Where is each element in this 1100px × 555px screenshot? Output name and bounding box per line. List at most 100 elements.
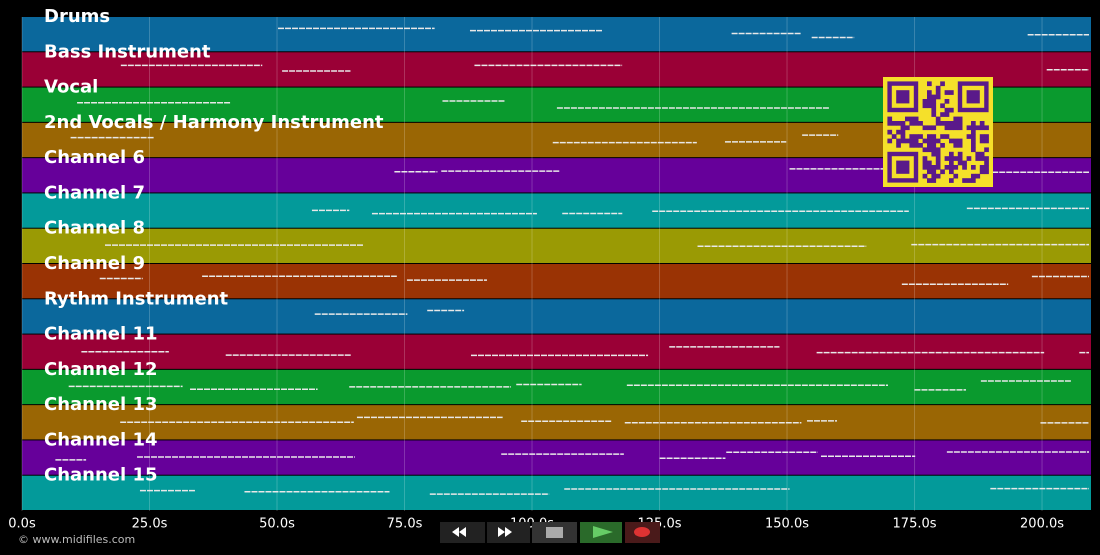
qr-module [913,138,919,144]
x-tick-label: 25.0s [132,517,168,532]
qr-module [940,81,945,87]
qr-module [905,125,910,131]
qr-module [949,151,954,157]
qr-module [957,151,963,157]
qr-module [944,99,950,104]
qr-module [922,165,928,170]
track-label: 2nd Vocals / Harmony Instrument [44,112,384,133]
qr-module [979,165,985,170]
qr-module [944,107,950,113]
qr-module [891,121,897,126]
qr-module [927,138,932,144]
qr-module [953,165,959,170]
qr-finder [966,90,980,104]
forward-icon [498,527,512,537]
qr-module [984,165,989,170]
qr-module [966,134,972,139]
qr-module [900,138,906,144]
qr-module [909,116,915,122]
qr-module [909,134,915,139]
track-row [22,299,1091,334]
qr-module [979,125,985,131]
qr-module [931,94,937,100]
qr-module [935,94,941,100]
qr-module [957,125,963,131]
qr-module [957,138,963,144]
qr-code [883,77,993,187]
qr-module [971,134,976,139]
qr-module [909,121,915,126]
qr-module [931,99,937,104]
qr-module [940,134,945,139]
qr-module [971,125,976,131]
qr-module [940,103,945,109]
qr-module [979,134,985,139]
qr-module [957,156,963,161]
qr-module [940,143,945,148]
qr-module [949,160,954,166]
qr-module [949,121,954,126]
play-icon [593,526,613,538]
qr-module [979,121,985,126]
track-label: Vocal [44,77,98,98]
qr-module [922,160,928,166]
qr-module [909,138,915,144]
qr-module [953,156,959,161]
qr-module [935,147,941,153]
qr-module [913,121,919,126]
qr-module [984,147,989,153]
qr-module [949,138,954,144]
qr-module [905,116,910,122]
qr-module [971,129,976,135]
qr-module [918,134,923,139]
qr-module [975,125,981,131]
qr-module [931,125,937,131]
qr-module [979,151,985,157]
qr-module [896,129,901,135]
qr-module [887,121,893,126]
x-tick-label: 75.0s [387,517,423,532]
qr-module [931,103,937,109]
qr-module [922,147,928,153]
qr-module [944,134,950,139]
qr-module [927,160,932,166]
qr-module [931,173,937,179]
qr-module [931,169,937,175]
qr-module [922,103,928,109]
qr-module [896,138,901,144]
qr-module [949,125,954,131]
qr-module [935,160,941,166]
qr-module [927,143,932,148]
qr-module [913,116,919,122]
qr-module [971,165,976,170]
qr-module [971,143,976,148]
qr-module [953,138,959,144]
qr-module [979,156,985,161]
x-tick-label: 175.0s [893,517,937,532]
track-row [22,405,1091,440]
x-tick-label: 200.0s [1020,517,1064,532]
qr-module [940,169,945,175]
track-row [22,17,1091,52]
qr-module [927,81,932,87]
qr-module [927,165,932,170]
qr-module [971,173,976,179]
qr-module [984,138,989,144]
qr-module [935,90,941,95]
qr-module [913,143,919,148]
qr-module [922,125,928,131]
qr-finder [896,90,910,104]
qr-module [927,99,932,104]
qr-module [953,121,959,126]
qr-module [949,178,954,183]
grid [21,17,1043,511]
qr-module [957,121,963,126]
qr-module [957,143,963,148]
track-label: Channel 7 [44,182,145,203]
qr-module [896,143,901,148]
track-label: Channel 6 [44,147,145,168]
qr-module [957,116,963,122]
qr-module [975,151,981,157]
controls [440,522,660,543]
rewind-icon [452,527,466,537]
